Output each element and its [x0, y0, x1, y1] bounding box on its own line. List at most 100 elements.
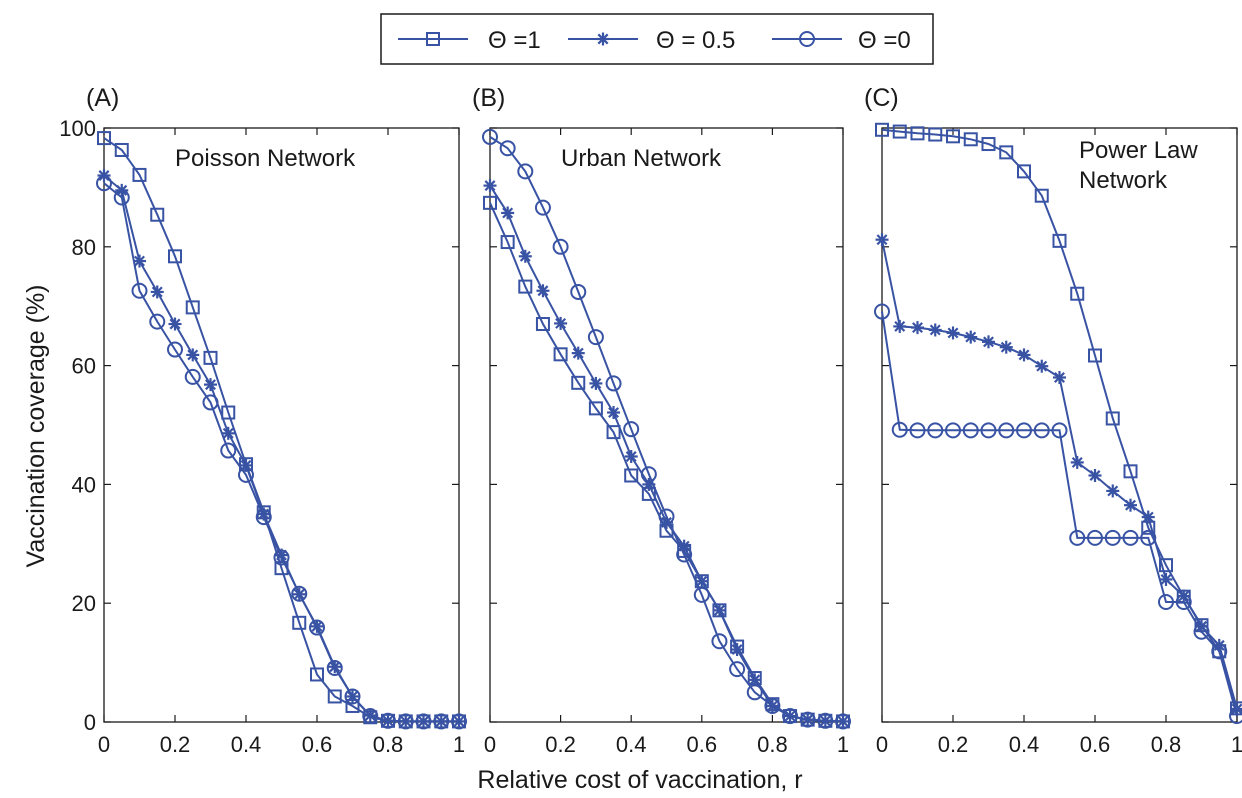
data-point: [875, 233, 889, 247]
data-point: [518, 279, 533, 294]
data-point: [1124, 498, 1137, 512]
data-point: [588, 401, 603, 416]
data-point: [712, 603, 726, 617]
panel-c: 0 0.2 0.4 0.6 0.8 1 (C) Power Law Network: [864, 84, 1242, 757]
data-point: [928, 127, 943, 142]
data-point: [451, 713, 467, 730]
data-point: [892, 124, 907, 139]
data-point: [397, 713, 414, 730]
data-point: [133, 254, 146, 268]
x-tick-label: 0.2: [160, 732, 191, 757]
x-tick-label: 0.4: [1009, 732, 1040, 757]
data-point: [964, 330, 978, 344]
data-point: [587, 329, 604, 346]
data-point: [1088, 348, 1102, 363]
data-point: [981, 137, 996, 152]
data-point: [676, 546, 693, 563]
data-point: [255, 509, 272, 526]
y-tick-label: 40: [72, 472, 96, 497]
y-axis-title: Vaccination coverage (%): [22, 284, 50, 567]
legend-marker: [426, 32, 440, 46]
data-point: [483, 179, 497, 193]
data-point: [292, 615, 307, 630]
x-tick-label: 0.8: [373, 732, 404, 757]
data-point: [1070, 286, 1085, 301]
x-tick-label: 0: [876, 732, 888, 757]
data-point: [729, 661, 746, 678]
legend: Θ =1 Θ = 0.5 Θ =0: [380, 13, 934, 65]
data-point: [746, 684, 763, 701]
data-point: [131, 282, 148, 299]
data-point: [1229, 708, 1242, 725]
data-point: [97, 131, 111, 146]
data-point: [534, 199, 551, 216]
data-point: [553, 347, 568, 362]
data-point: [202, 394, 219, 411]
data-point: [999, 340, 1013, 354]
data-point: [605, 375, 622, 392]
data-point: [640, 466, 657, 483]
data-point: [1087, 529, 1103, 546]
data-point: [344, 688, 361, 705]
data-point: [552, 238, 569, 255]
data-point: [221, 405, 236, 420]
data-point: [1033, 422, 1050, 439]
data-point: [114, 142, 129, 157]
series-line: [489, 185, 844, 723]
x-tick-label: 0.2: [545, 732, 576, 757]
x-tick-label: 0: [484, 732, 496, 757]
legend-label: Θ = 0.5: [656, 27, 735, 54]
data-point: [1070, 455, 1084, 469]
data-point: [711, 633, 728, 650]
panel-b: 0 0.2 0.4 0.6 0.8 1 (B) Urban Network: [472, 84, 851, 757]
data-point: [186, 348, 200, 362]
data-point: [875, 122, 889, 137]
data-point: [927, 422, 944, 439]
data-point: [204, 378, 217, 392]
data-point: [909, 422, 926, 439]
data-point: [168, 249, 182, 264]
x-tick-label: 1: [1231, 732, 1242, 757]
data-point: [518, 249, 532, 263]
data-point: [1158, 594, 1174, 611]
data-point: [168, 317, 182, 331]
data-point: [291, 585, 308, 602]
data-point: [764, 697, 781, 714]
data-point: [589, 376, 603, 390]
data-point: [310, 667, 324, 682]
series-circle: [874, 303, 1242, 725]
x-tick-label: 1: [837, 732, 849, 757]
legend-entry-circle: Θ =0: [772, 27, 911, 54]
x-tick-label: 0.4: [616, 732, 647, 757]
panel-title: Poisson Network: [175, 145, 356, 172]
panel-letter: (C): [864, 84, 899, 112]
data-point: [748, 673, 762, 687]
series-line: [103, 182, 459, 723]
series-asterisk: [97, 169, 466, 728]
legend-label: Θ =0: [858, 27, 911, 54]
data-point: [517, 163, 534, 180]
data-point: [1034, 188, 1049, 203]
data-point: [623, 421, 640, 438]
data-point: [1106, 484, 1120, 498]
data-point: [1122, 529, 1139, 546]
data-point: [1017, 348, 1031, 362]
series-circle: [482, 128, 851, 730]
data-point: [891, 421, 908, 438]
data-point: [1035, 359, 1049, 373]
data-point: [185, 300, 200, 315]
data-point: [799, 711, 816, 728]
data-point: [150, 207, 165, 222]
series-line: [103, 137, 459, 723]
data-point: [998, 422, 1015, 439]
y-tick-label: 60: [72, 354, 96, 379]
panel-letter: (B): [472, 84, 505, 112]
data-point: [1175, 594, 1192, 611]
data-point: [570, 283, 587, 300]
data-point: [658, 508, 675, 525]
legend-label: Θ =1: [488, 27, 541, 54]
data-point: [482, 128, 498, 145]
data-point: [1141, 510, 1155, 524]
